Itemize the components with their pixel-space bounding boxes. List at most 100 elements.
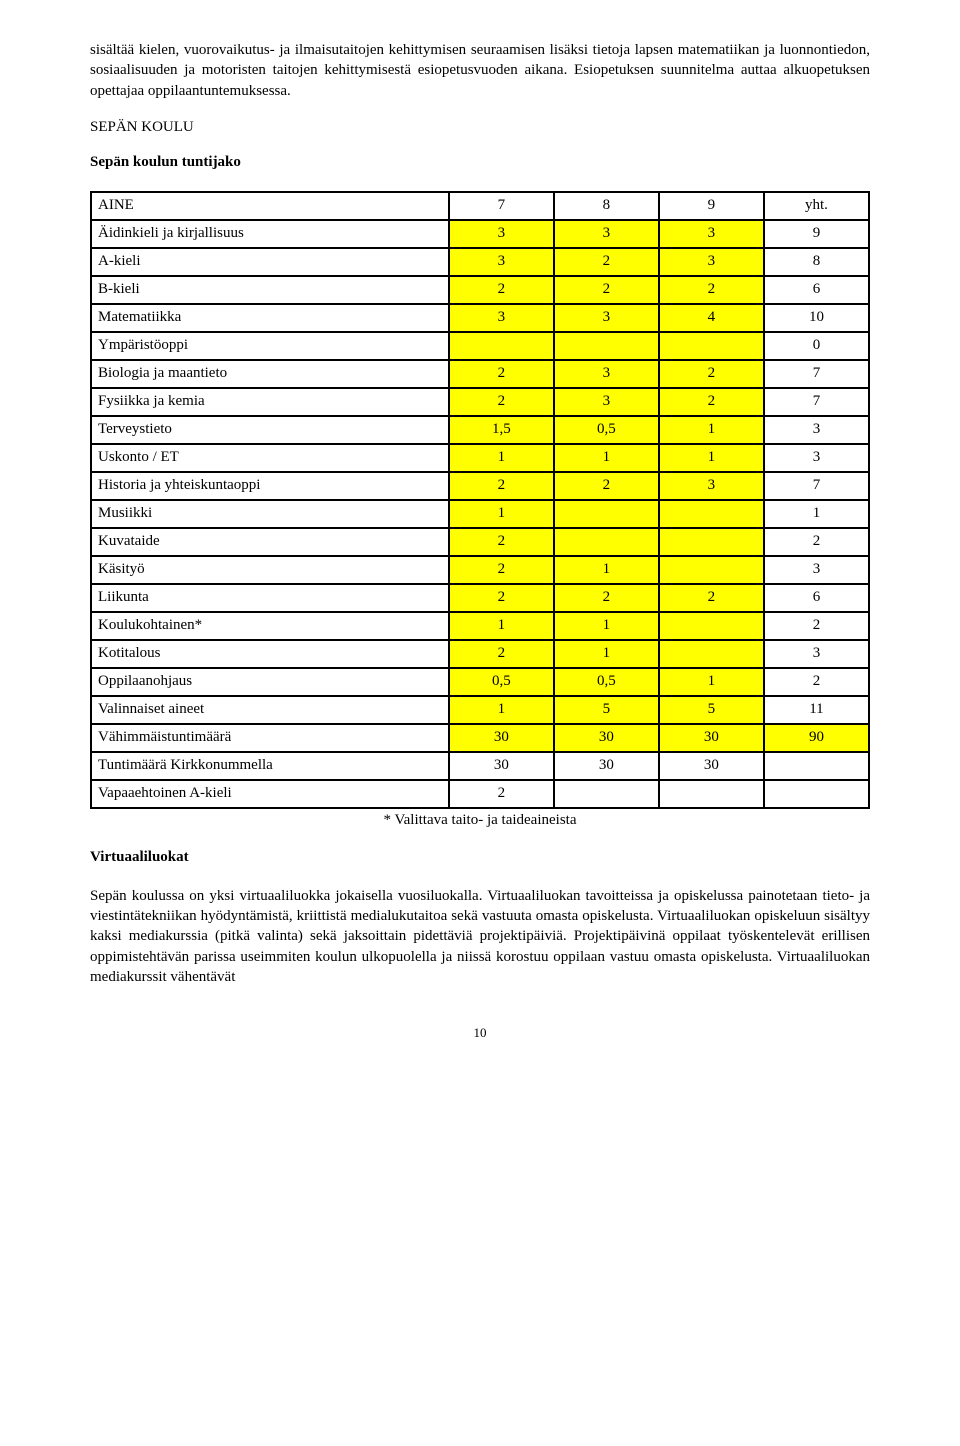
value-cell: 3 [449, 220, 554, 248]
table-row: Vähimmäistuntimäärä30303090 [91, 724, 869, 752]
value-cell: 2 [554, 584, 659, 612]
value-cell: 6 [764, 276, 869, 304]
subject-cell: Vähimmäistuntimäärä [91, 724, 449, 752]
subject-cell: Biologia ja maantieto [91, 360, 449, 388]
value-cell: 7 [764, 388, 869, 416]
subject-cell: A-kieli [91, 248, 449, 276]
table-row: Matematiikka33410 [91, 304, 869, 332]
value-cell: 3 [764, 444, 869, 472]
value-cell: 0 [764, 332, 869, 360]
table-row: Fysiikka ja kemia2327 [91, 388, 869, 416]
value-cell [554, 780, 659, 808]
subject-cell: Historia ja yhteiskuntaoppi [91, 472, 449, 500]
value-cell: 5 [659, 696, 764, 724]
subject-cell: Äidinkieli ja kirjallisuus [91, 220, 449, 248]
table-row: Käsityö213 [91, 556, 869, 584]
subject-cell: Vapaaehtoinen A-kieli [91, 780, 449, 808]
subject-cell: AINE [91, 192, 449, 220]
subject-cell: Uskonto / ET [91, 444, 449, 472]
value-cell: 2 [554, 248, 659, 276]
value-cell [764, 780, 869, 808]
value-cell: 5 [554, 696, 659, 724]
table-row: Tuntimäärä Kirkkonummella303030 [91, 752, 869, 780]
subject-cell: B-kieli [91, 276, 449, 304]
value-cell [659, 612, 764, 640]
value-cell: 2 [554, 472, 659, 500]
subject-cell: Ympäristöoppi [91, 332, 449, 360]
value-cell: 2 [449, 528, 554, 556]
table-row: Uskonto / ET1113 [91, 444, 869, 472]
value-cell: 1 [449, 444, 554, 472]
value-cell: 1 [554, 444, 659, 472]
value-cell: 3 [659, 220, 764, 248]
table-row: Liikunta2226 [91, 584, 869, 612]
value-cell: 0,5 [554, 668, 659, 696]
value-cell [659, 332, 764, 360]
value-cell: 11 [764, 696, 869, 724]
value-cell: 2 [449, 388, 554, 416]
table-row: Historia ja yhteiskuntaoppi2237 [91, 472, 869, 500]
subject-cell: Valinnaiset aineet [91, 696, 449, 724]
value-cell: 30 [554, 724, 659, 752]
value-cell: 30 [449, 724, 554, 752]
value-cell: 90 [764, 724, 869, 752]
value-cell [449, 332, 554, 360]
value-cell: 0,5 [554, 416, 659, 444]
value-cell [659, 556, 764, 584]
value-cell: 10 [764, 304, 869, 332]
subject-cell: Liikunta [91, 584, 449, 612]
value-cell: 3 [659, 472, 764, 500]
value-cell: 2 [449, 360, 554, 388]
table-header-row: AINE789yht. [91, 192, 869, 220]
value-cell: 2 [449, 472, 554, 500]
value-cell: 4 [659, 304, 764, 332]
value-cell: 3 [554, 304, 659, 332]
value-cell [659, 640, 764, 668]
value-cell: 6 [764, 584, 869, 612]
value-cell: 9 [659, 192, 764, 220]
value-cell: 1 [554, 556, 659, 584]
subject-cell: Fysiikka ja kemia [91, 388, 449, 416]
value-cell: 2 [659, 360, 764, 388]
value-cell: 2 [659, 276, 764, 304]
table-row: B-kieli2226 [91, 276, 869, 304]
virtual-heading: Virtuaaliluokat [90, 849, 870, 866]
table-row: Valinnaiset aineet15511 [91, 696, 869, 724]
tuntijako-table: AINE789yht.Äidinkieli ja kirjallisuus333… [90, 191, 870, 809]
value-cell [659, 528, 764, 556]
subject-cell: Matematiikka [91, 304, 449, 332]
table-row: Äidinkieli ja kirjallisuus3339 [91, 220, 869, 248]
value-cell: 3 [554, 388, 659, 416]
table-row: Musiikki11 [91, 500, 869, 528]
value-cell: 30 [659, 724, 764, 752]
value-cell: 7 [449, 192, 554, 220]
value-cell: 1,5 [449, 416, 554, 444]
value-cell: 2 [764, 528, 869, 556]
value-cell [659, 780, 764, 808]
value-cell: 30 [449, 752, 554, 780]
value-cell: 2 [659, 584, 764, 612]
value-cell: 1 [554, 640, 659, 668]
table-row: Biologia ja maantieto2327 [91, 360, 869, 388]
value-cell: 2 [449, 556, 554, 584]
value-cell: 3 [554, 360, 659, 388]
subject-cell: Koulukohtainen* [91, 612, 449, 640]
value-cell: 30 [659, 752, 764, 780]
table-footnote: * Valittava taito- ja taideaineista [90, 812, 870, 829]
virtual-paragraph: Sepän koulussa on yksi virtuaaliluokka j… [90, 886, 870, 987]
value-cell: 1 [659, 444, 764, 472]
value-cell [764, 752, 869, 780]
subject-cell: Tuntimäärä Kirkkonummella [91, 752, 449, 780]
value-cell: 1 [449, 612, 554, 640]
value-cell: 2 [449, 584, 554, 612]
value-cell: 2 [764, 612, 869, 640]
subject-cell: Musiikki [91, 500, 449, 528]
table-row: Ympäristöoppi 0 [91, 332, 869, 360]
value-cell: 1 [659, 668, 764, 696]
value-cell: 1 [449, 500, 554, 528]
value-cell: 7 [764, 360, 869, 388]
subject-cell: Kuvataide [91, 528, 449, 556]
value-cell: 2 [659, 388, 764, 416]
value-cell: 3 [659, 248, 764, 276]
table-row: Vapaaehtoinen A-kieli2 [91, 780, 869, 808]
